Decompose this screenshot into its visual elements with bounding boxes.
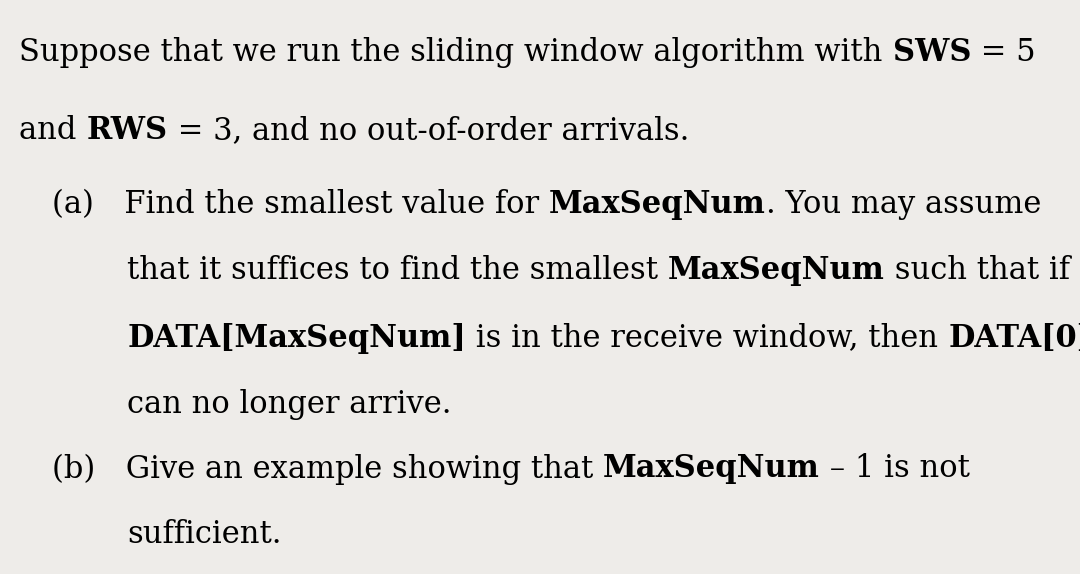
Text: RWS: RWS <box>86 115 167 146</box>
Text: MaxSeqNum: MaxSeqNum <box>549 189 766 220</box>
Text: – 1 is not: – 1 is not <box>820 453 970 484</box>
Text: . You may assume: . You may assume <box>766 189 1041 220</box>
Text: such that if: such that if <box>886 255 1070 286</box>
Text: SWS: SWS <box>892 37 971 68</box>
Text: and: and <box>19 115 86 146</box>
Text: MaxSeqNum: MaxSeqNum <box>669 255 886 286</box>
Text: = 3, and no out-of-order arrivals.: = 3, and no out-of-order arrivals. <box>167 115 689 146</box>
Text: Suppose that we run the sliding window algorithm with: Suppose that we run the sliding window a… <box>19 37 892 68</box>
Text: can no longer arrive.: can no longer arrive. <box>127 389 451 420</box>
Text: = 5: = 5 <box>971 37 1036 68</box>
Text: that it suffices to find the smallest: that it suffices to find the smallest <box>127 255 669 286</box>
Text: (b) Give an example showing that: (b) Give an example showing that <box>52 453 603 484</box>
Text: (a) Find the smallest value for: (a) Find the smallest value for <box>52 189 549 220</box>
Text: is in the receive window, then: is in the receive window, then <box>467 323 948 354</box>
Text: sufficient.: sufficient. <box>127 519 282 550</box>
Text: DATA[MaxSeqNum]: DATA[MaxSeqNum] <box>127 323 467 354</box>
Text: DATA[0]: DATA[0] <box>948 323 1080 354</box>
Text: MaxSeqNum: MaxSeqNum <box>603 453 820 484</box>
